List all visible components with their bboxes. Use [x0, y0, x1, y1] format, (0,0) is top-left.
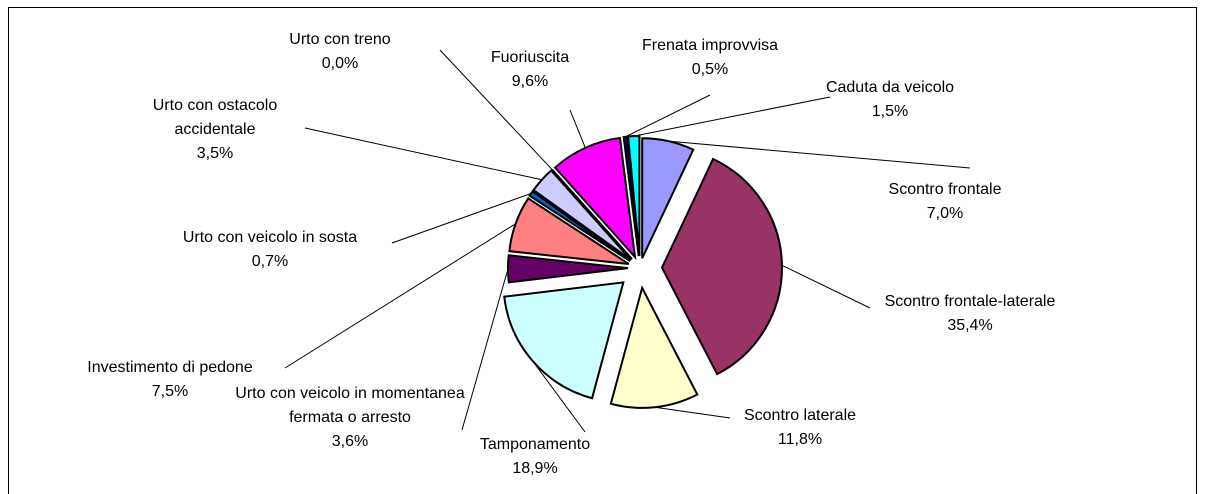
slice-label: Scontro frontale 7,0%: [845, 178, 1045, 226]
slice-name: Urto con veicolo in momentanea fermata o…: [235, 385, 465, 426]
leader-line: [633, 96, 831, 137]
slice-name: Urto con treno: [289, 31, 391, 48]
slice-value: 9,6%: [511, 73, 549, 90]
slice-value: 11,8%: [777, 431, 823, 448]
pie-slice: [503, 281, 625, 400]
pie-slice: [532, 169, 632, 261]
slice-label: Frenata improvvisa 0,5%: [610, 34, 810, 82]
slice-value: 3,5%: [196, 145, 234, 162]
slice-name: Scontro laterale: [743, 407, 857, 424]
slice-name: Urto con ostacolo accidentale: [152, 97, 278, 138]
slice-value: 0,7%: [251, 253, 289, 270]
slice-value: 0,0%: [321, 55, 359, 72]
pie-slice: [660, 157, 783, 376]
slice-value: 7,5%: [151, 383, 189, 400]
slice-label: Tamponamento 18,9%: [445, 433, 625, 481]
slice-name: Investimento di pedone: [87, 359, 253, 376]
chart-frame: [8, 7, 1197, 494]
slice-value: 1,5%: [871, 103, 909, 120]
leader-line: [439, 49, 553, 170]
leader-line: [391, 192, 532, 244]
slice-name: Scontro frontale: [888, 181, 1002, 198]
slice-name: Frenata improvvisa: [641, 37, 779, 54]
slice-label: Urto con veicolo in momentanea fermata o…: [230, 382, 470, 454]
leader-line: [304, 127, 542, 181]
leader-line: [654, 406, 731, 419]
slice-label: Caduta da veicolo 1,5%: [790, 76, 990, 124]
pie-slice: [508, 197, 630, 265]
leader-line: [532, 360, 586, 433]
slice-name: Caduta da veicolo: [825, 79, 955, 96]
pie-slice: [507, 254, 629, 284]
leader-line: [284, 223, 516, 369]
pie-slice: [553, 136, 637, 261]
slice-value: 18,9%: [512, 460, 558, 477]
slice-label: Fuoriuscita 9,6%: [460, 46, 600, 94]
slice-label: Urto con ostacolo accidentale 3,5%: [130, 94, 300, 166]
pie-slice: [641, 137, 695, 259]
slice-value: 7,0%: [926, 205, 964, 222]
slice-label: Investimento di pedone 7,5%: [40, 356, 300, 404]
leader-line: [625, 94, 711, 138]
slice-name: Fuoriuscita: [490, 49, 570, 66]
slice-name: Scontro frontale-laterale: [884, 293, 1056, 310]
slice-value: 35,4%: [947, 317, 993, 334]
slice-label: Scontro frontale-laterale 35,4%: [860, 290, 1080, 338]
slice-label: Urto con treno 0,0%: [260, 28, 420, 76]
leader-line: [668, 140, 971, 169]
slice-value: 3,6%: [331, 433, 369, 450]
leader-line: [569, 109, 586, 149]
slice-value: 0,5%: [691, 61, 729, 78]
slice-label: Urto con veicolo in sosta 0,7%: [140, 226, 400, 274]
slice-name: Urto con veicolo in sosta: [182, 229, 358, 246]
slice-name: Tamponamento: [479, 436, 591, 453]
leader-line: [781, 264, 871, 309]
slice-label: Scontro laterale 11,8%: [710, 404, 890, 452]
leader-line: [461, 268, 509, 431]
